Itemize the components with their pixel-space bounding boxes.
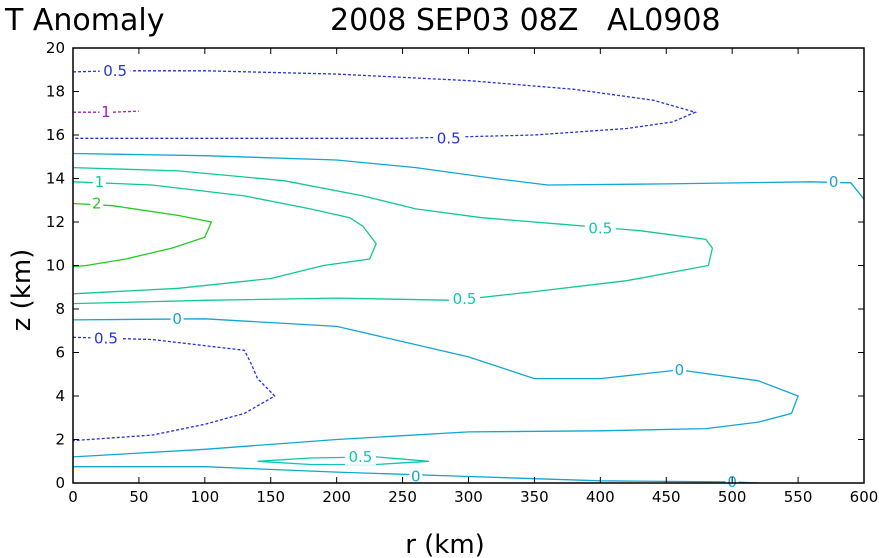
contour-label-7: 0.5 [588, 220, 612, 238]
contour-label-11: 0 [675, 361, 685, 379]
x-tick-label-350: 350 [520, 488, 549, 506]
x-axis-label: r (km) [405, 530, 485, 558]
y-tick-label-14: 14 [46, 170, 65, 188]
contour-label-bg-2 [99, 104, 113, 121]
contour-label-bg-11 [672, 361, 686, 378]
contour-line-5 [72, 181, 377, 295]
contour-label-bg-9 [170, 310, 184, 327]
contour-label-5: 1 [95, 173, 105, 191]
y-tick-label-4: 4 [55, 387, 65, 405]
contour-label-6: 2 [92, 195, 102, 213]
tick-layer: 0 50 100 150 200 250 300 350 400 450 500 550 6000246… [46, 39, 878, 506]
contour-label-bg-12 [344, 448, 376, 465]
contour-line-9 [257, 456, 429, 466]
contour-label-bg-6 [90, 195, 104, 212]
contour-label-9: 0 [172, 310, 182, 328]
x-tick-label-300: 300 [454, 488, 483, 506]
contour-line-8 [72, 336, 276, 442]
y-tick-label-12: 12 [46, 213, 65, 231]
x-tick-label-100: 100 [191, 488, 220, 506]
y-tick-label-2: 2 [55, 431, 65, 449]
x-tick-label-450: 450 [652, 488, 681, 506]
contour-label-10: 0.5 [94, 329, 118, 347]
contour-layer [72, 70, 865, 484]
x-tick-label-600: 600 [850, 488, 879, 506]
x-tick-label-150: 150 [256, 488, 285, 506]
x-tick-label-400: 400 [586, 488, 615, 506]
y-tick-label-0: 0 [55, 474, 65, 492]
contour-label-bg-3 [433, 130, 465, 147]
contour-label-bg-13 [409, 468, 423, 485]
contour-line-3 [72, 152, 865, 200]
contour-label-bg-1 [99, 62, 131, 79]
contour-line-6 [72, 202, 213, 268]
contour-line-2 [73, 110, 139, 113]
y-axis-label: z (km) [7, 249, 37, 332]
contour-label-3: 0.5 [437, 129, 461, 147]
x-tick-label-200: 200 [322, 488, 351, 506]
contour-label-13: 0 [411, 467, 421, 485]
contour-label-8: 0.5 [453, 290, 477, 308]
y-tick-label-18: 18 [46, 83, 65, 101]
contour-label-2: 1 [101, 103, 111, 121]
contour-label-1: 0.5 [103, 62, 127, 80]
x-tick-label-250: 250 [388, 488, 417, 506]
x-tick-label-500: 500 [718, 488, 747, 506]
chart-title-left: T Anomaly [4, 3, 164, 38]
contour-label-bg-4 [827, 173, 841, 190]
y-tick-label-8: 8 [55, 300, 65, 318]
contour-line-1 [72, 70, 698, 139]
plot-frame [72, 47, 865, 484]
contour-line-7 [72, 318, 799, 458]
x-tick-label-50: 50 [129, 488, 148, 506]
y-tick-label-20: 20 [46, 39, 65, 57]
chart-title-right: 2008 SEP03 08Z AL0908 [330, 3, 721, 38]
contour-label-4: 0 [829, 173, 839, 191]
y-tick-label-10: 10 [46, 257, 65, 275]
contour-label-bg-7 [584, 220, 616, 237]
y-tick-label-6: 6 [55, 344, 65, 362]
contour-line-4 [72, 166, 714, 305]
x-tick-label-550: 550 [784, 488, 813, 506]
contour-label-bg-5 [92, 173, 106, 190]
contour-label-bg-10 [90, 330, 122, 347]
y-tick-label-16: 16 [46, 126, 65, 144]
contour-label-12: 0.5 [348, 448, 372, 466]
contour-label-bg-8 [449, 291, 481, 308]
x-tick-label-0: 0 [68, 488, 78, 506]
